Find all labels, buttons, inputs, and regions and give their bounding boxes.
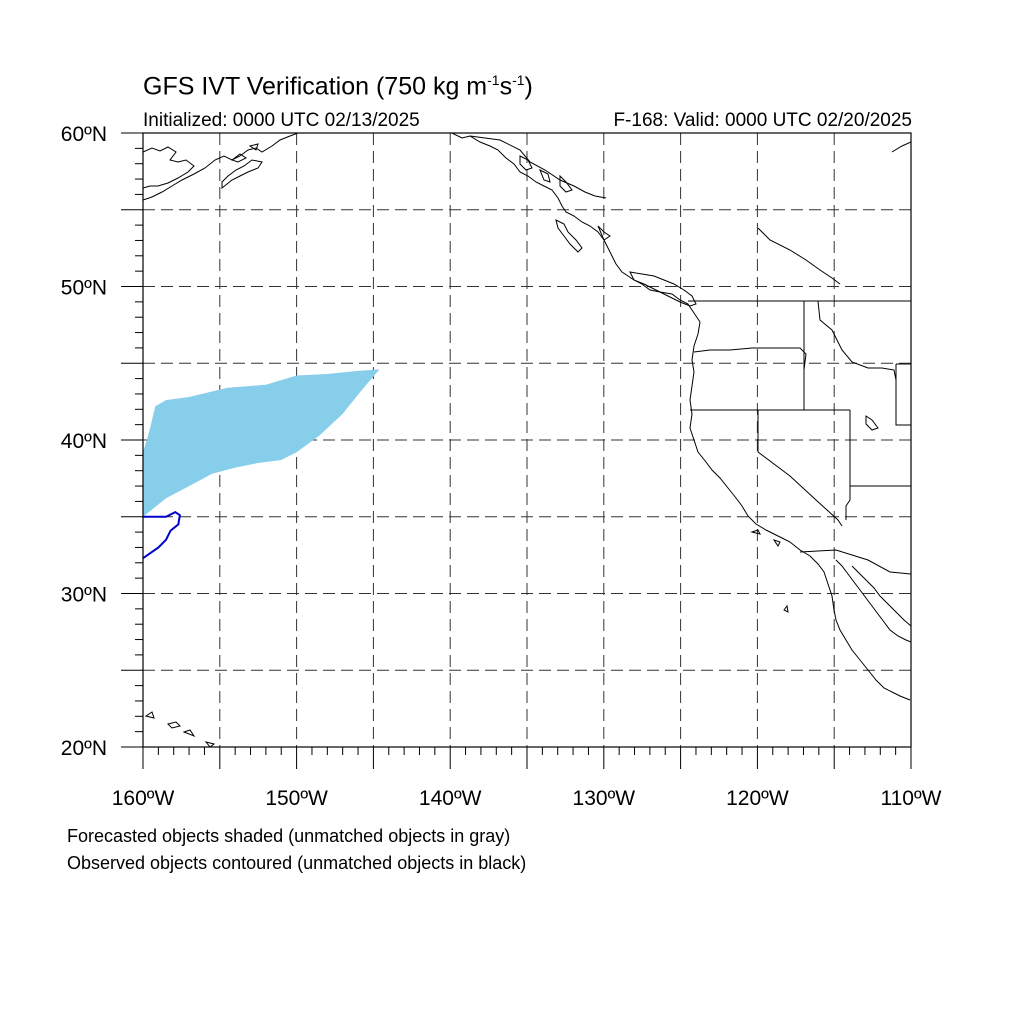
idaho-border xyxy=(803,300,897,410)
lat-tick-label: 30ºN xyxy=(61,584,107,607)
alaska-coastline xyxy=(143,146,195,189)
great-salt-lake xyxy=(865,415,879,431)
initialized-time: Initialized: 0000 UTC 02/13/2025 xyxy=(143,110,420,131)
lon-tick-label: 110ºW xyxy=(881,787,942,810)
figure-title: GFS IVT Verification (750 kg m-1s-1) xyxy=(143,72,533,101)
forecast-note: Forecasted objects shaded (unmatched obj… xyxy=(67,826,511,846)
nevada-arizona-border xyxy=(845,410,851,520)
axis-ticks xyxy=(121,132,912,769)
vancouver-island xyxy=(629,271,697,307)
montana-rocky-front xyxy=(757,227,841,285)
panhandle-coastline xyxy=(451,133,701,323)
lon-tick-label: 140ºW xyxy=(419,787,482,810)
valid-time: F-168: Valid: 0000 UTC 02/20/2025 xyxy=(613,110,912,131)
hudson-area-coast xyxy=(891,141,911,153)
lon-tick-label: 160ºW xyxy=(112,787,175,810)
mainland-mexico-coastline xyxy=(851,565,911,627)
forecast-ivt-object xyxy=(143,369,380,517)
ivt-objects xyxy=(143,369,380,560)
lat-tick-label: 60ºN xyxy=(61,123,107,146)
california-nevada-border xyxy=(757,410,843,527)
us-mexico-border xyxy=(799,549,911,575)
alaska-coastline-2 xyxy=(143,133,299,201)
lon-tick-label: 150ºW xyxy=(265,787,328,810)
alaska-canada-border xyxy=(469,135,607,199)
washington-oregon-border xyxy=(693,347,807,378)
channel-islands xyxy=(750,529,789,613)
hawaii-islands xyxy=(144,711,216,747)
panhandle-islands xyxy=(519,155,611,253)
lon-tick-label: 130ºW xyxy=(573,787,636,810)
kodiak-island xyxy=(221,159,263,190)
west-coast-coastline xyxy=(689,321,911,701)
lon-tick-label: 120ºW xyxy=(726,787,789,810)
alaska-islands xyxy=(230,143,259,163)
observed-ivt-contour xyxy=(143,510,181,560)
baja-gulf-coastline xyxy=(835,559,911,643)
axis-labels: 60ºN 50ºN 40ºN 30ºN 20ºN 160ºW 150ºW 140ºW 130ºW… xyxy=(61,123,942,810)
coastlines-and-borders xyxy=(143,133,911,747)
lat-tick-label: 20ºN xyxy=(61,737,107,760)
wyoming-border xyxy=(895,363,911,426)
observed-note: Observed objects contoured (unmatched ob… xyxy=(67,853,527,873)
lat-tick-label: 40ºN xyxy=(61,430,107,453)
lat-tick-label: 50ºN xyxy=(61,277,107,300)
